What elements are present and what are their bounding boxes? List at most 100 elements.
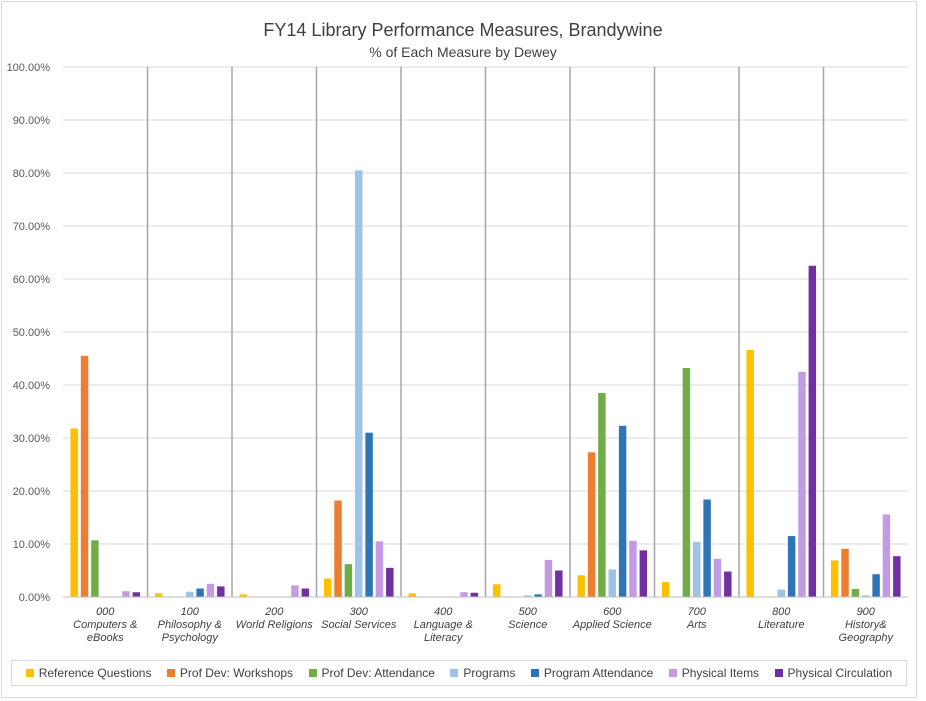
- legend-label: Prof Dev: Workshops: [179, 666, 294, 680]
- bar: [534, 594, 542, 597]
- bar: [355, 170, 363, 597]
- chart-title: FY14 Library Performance Measures, Brand…: [263, 20, 663, 40]
- bar: [577, 575, 585, 597]
- bar: [196, 588, 204, 597]
- legend-item: Prof Dev: Workshops: [166, 666, 294, 680]
- bar: [80, 355, 89, 597]
- bar: [186, 591, 194, 597]
- y-tick-label: 70.00%: [13, 221, 51, 233]
- bar: [460, 592, 468, 597]
- x-category-label-line: 100: [181, 606, 200, 618]
- bar: [91, 540, 99, 597]
- y-tick-label: 90.00%: [13, 115, 51, 127]
- x-category-label-line: Language &: [414, 619, 473, 631]
- x-category-label-line: 700: [688, 606, 707, 618]
- bar: [703, 499, 711, 597]
- x-category-label-line: World Religions: [236, 619, 314, 631]
- x-category-label-line: Computers &: [73, 619, 137, 631]
- legend-item: Programs: [450, 666, 515, 680]
- x-category-label-line: Psychology: [162, 632, 220, 644]
- x-category-label: 700 Arts: [686, 606, 707, 631]
- x-category-label-line: 600: [603, 606, 622, 618]
- bar: [291, 585, 299, 597]
- bar: [882, 514, 891, 597]
- bar: [334, 500, 342, 597]
- y-tick-label: 80.00%: [13, 168, 51, 180]
- bar: [524, 595, 532, 597]
- y-tick-label: 100.00%: [7, 62, 51, 74]
- chart-subtitle: % of Each Measure by Dewey: [369, 44, 557, 60]
- legend-item: Program Attendance: [530, 666, 654, 680]
- x-category-label: 000 Computers & eBooks: [73, 606, 137, 644]
- x-category-label-line: 800: [772, 606, 791, 618]
- legend-swatch: [774, 669, 783, 677]
- x-category-label-line: eBooks: [87, 632, 124, 644]
- y-tick-label: 50.00%: [13, 327, 51, 339]
- bar: [587, 452, 596, 597]
- x-category-label-line: 000: [96, 606, 115, 618]
- legend-swatch: [668, 669, 677, 677]
- bar: [386, 567, 394, 597]
- bar: [693, 541, 701, 597]
- bar: [206, 583, 215, 597]
- legend-swatch: [25, 669, 34, 677]
- x-category-label-line: 900: [857, 606, 876, 618]
- bar: [365, 432, 373, 597]
- legend-swatch: [450, 669, 459, 677]
- legend-swatch: [308, 669, 317, 677]
- y-tick-label: 10.00%: [13, 539, 51, 551]
- x-category-label-line: Social Services: [321, 619, 397, 631]
- bar: [217, 586, 225, 597]
- legend-item: Prof Dev: Attendance: [308, 666, 435, 680]
- bar: [70, 428, 78, 597]
- bar: [492, 584, 501, 597]
- bar: [544, 559, 553, 597]
- legend-label: Program Attendance: [543, 666, 654, 680]
- y-tick-label: 0.00%: [19, 592, 50, 604]
- bar: [555, 570, 563, 597]
- bar: [408, 593, 416, 597]
- x-category-label: 300 Social Services: [321, 606, 397, 631]
- bar: [713, 558, 722, 597]
- x-category-label-line: 500: [519, 606, 538, 618]
- x-category-label-line: Literature: [758, 619, 804, 631]
- bar: [724, 571, 732, 597]
- bar: [344, 564, 353, 597]
- legend: Reference Questions Prof Dev: Workshops Pr…: [11, 660, 907, 686]
- bar: [851, 589, 860, 597]
- bar: [239, 594, 247, 597]
- bar: [777, 589, 785, 597]
- legend-label: Reference Questions: [38, 666, 152, 680]
- x-category-label-line: 400: [434, 606, 453, 618]
- x-category-label-line: Literacy: [424, 632, 464, 644]
- bar: [661, 582, 670, 597]
- bar: [746, 350, 754, 597]
- x-category-label-line: Philosophy &: [158, 619, 222, 631]
- y-tick-label: 40.00%: [13, 380, 51, 392]
- x-category-label-line: Applied Science: [572, 619, 652, 631]
- legend-item: Physical Items: [668, 666, 760, 680]
- bar: [154, 593, 163, 597]
- x-category-label-line: History&: [845, 619, 887, 631]
- bar: [301, 588, 310, 597]
- bar: [608, 569, 616, 597]
- x-category-label-line: 200: [264, 606, 284, 618]
- legend-label: Programs: [463, 666, 516, 680]
- x-category-label: 500 Science: [508, 606, 547, 631]
- x-category-label: 100 Philosophy & Psychology: [158, 606, 222, 644]
- legend-item: Reference Questions: [25, 666, 152, 680]
- bar: [682, 368, 691, 597]
- legend-label: Physical Items: [681, 666, 760, 680]
- bar: [893, 556, 901, 597]
- x-category-label: 400 Language & Literacy: [414, 606, 473, 644]
- bar: [841, 548, 849, 597]
- x-category-label: 800 Literature: [758, 606, 804, 631]
- bar: [598, 392, 606, 597]
- x-category-label-line: Science: [508, 619, 547, 631]
- bar: [629, 540, 637, 597]
- bar: [830, 560, 839, 597]
- y-tick-label: 20.00%: [13, 486, 51, 498]
- bar: [470, 592, 479, 597]
